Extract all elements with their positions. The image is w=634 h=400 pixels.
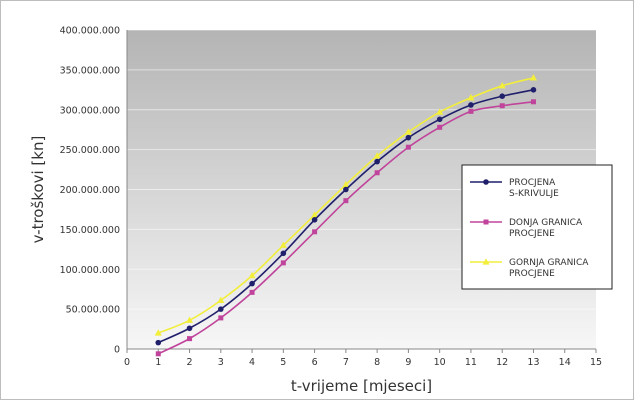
- x-tick-label: 7: [343, 357, 349, 368]
- data-point: [154, 329, 162, 336]
- y-tick-label: 300.000.000: [60, 105, 120, 116]
- legend-marker: [482, 258, 490, 265]
- x-tick-label: 9: [405, 357, 411, 368]
- y-tick-label: 400.000.000: [60, 26, 120, 37]
- x-tick-label: 6: [312, 357, 318, 368]
- data-point: [311, 211, 319, 218]
- x-tick-label: 0: [124, 357, 130, 368]
- data-point: [311, 217, 318, 223]
- x-tick-label: 13: [527, 357, 539, 368]
- data-point: [498, 82, 506, 89]
- data-point: [312, 229, 318, 235]
- x-tick-label: 1: [155, 357, 161, 368]
- legend-label: PROCJENE: [509, 229, 555, 239]
- data-point: [218, 315, 224, 321]
- x-tick-label: 15: [590, 357, 602, 368]
- legend-box: [461, 164, 613, 290]
- data-point: [280, 260, 286, 266]
- legend-marker: [483, 219, 489, 225]
- data-point: [436, 116, 443, 123]
- data-point: [405, 144, 411, 150]
- legend-label: DONJA GRANICA: [509, 218, 583, 228]
- data-point: [186, 316, 194, 323]
- y-tick-label: 0: [114, 345, 120, 356]
- data-point: [374, 170, 380, 176]
- axes: [126, 30, 596, 350]
- legend-label: PROCJENE: [509, 269, 555, 279]
- y-tick-label: 150.000.000: [60, 225, 120, 236]
- data-point: [279, 241, 287, 248]
- data-point: [249, 289, 255, 295]
- x-tick-label: 5: [280, 357, 286, 368]
- x-tick-label: 11: [465, 357, 477, 368]
- x-tick-label: 10: [434, 357, 446, 368]
- x-axis-label: t-vrijeme [mjeseci]: [291, 377, 432, 395]
- data-point: [155, 339, 162, 346]
- y-tick-labels: 0 50.000.000 100.000.000 150.000.000 200.000…: [60, 26, 120, 356]
- y-tick-label: 350.000.000: [60, 65, 120, 76]
- x-tick-label: 4: [249, 357, 255, 368]
- data-point: [499, 103, 505, 109]
- x-tick-labels: 0 1 2 3 4 5 6 7 8 9 10 11 12 13 14 15: [124, 349, 602, 368]
- series-2: [154, 74, 537, 336]
- legend-label: S-KRIVULJE: [509, 189, 559, 199]
- data-point: [468, 102, 474, 108]
- data-point: [405, 134, 412, 141]
- x-tick-label: 14: [559, 357, 571, 368]
- series-1: [155, 99, 536, 357]
- legend-marker: [483, 179, 489, 185]
- data-point: [280, 250, 287, 257]
- x-tick-label: 12: [496, 357, 508, 368]
- data-point: [343, 198, 349, 204]
- data-point: [530, 87, 537, 93]
- data-point: [530, 99, 536, 105]
- series-0: [155, 87, 537, 346]
- data-point: [374, 158, 380, 165]
- data-point: [248, 271, 256, 279]
- x-tick-label: 8: [374, 357, 380, 368]
- data-point: [218, 306, 224, 312]
- data-point: [155, 351, 161, 357]
- y-tick-label: 100.000.000: [60, 265, 120, 276]
- data-point: [187, 336, 193, 342]
- data-point: [436, 108, 444, 115]
- y-tick-label: 50.000.000: [66, 305, 120, 316]
- x-tick-label: 2: [187, 357, 193, 368]
- data-point: [373, 152, 381, 159]
- legend-label: PROCJENA: [509, 178, 556, 188]
- data-point: [467, 93, 475, 101]
- data-point: [468, 108, 474, 114]
- data-point: [437, 124, 443, 130]
- legend-label: GORNJA GRANICA: [509, 258, 589, 268]
- data-point: [342, 180, 350, 188]
- y-axis-label: v-troškovi [kn]: [29, 136, 47, 244]
- x-tick-label: 3: [218, 357, 224, 368]
- y-tick-label: 200.000.000: [60, 185, 120, 196]
- data-point: [404, 128, 412, 135]
- data-point: [343, 186, 349, 193]
- data-point: [499, 93, 506, 99]
- data-point: [249, 280, 255, 287]
- data-point: [217, 296, 225, 303]
- y-tick-label: 250.000.000: [60, 145, 120, 156]
- data-point: [529, 74, 537, 81]
- series-group: [154, 74, 537, 357]
- data-point: [186, 325, 193, 332]
